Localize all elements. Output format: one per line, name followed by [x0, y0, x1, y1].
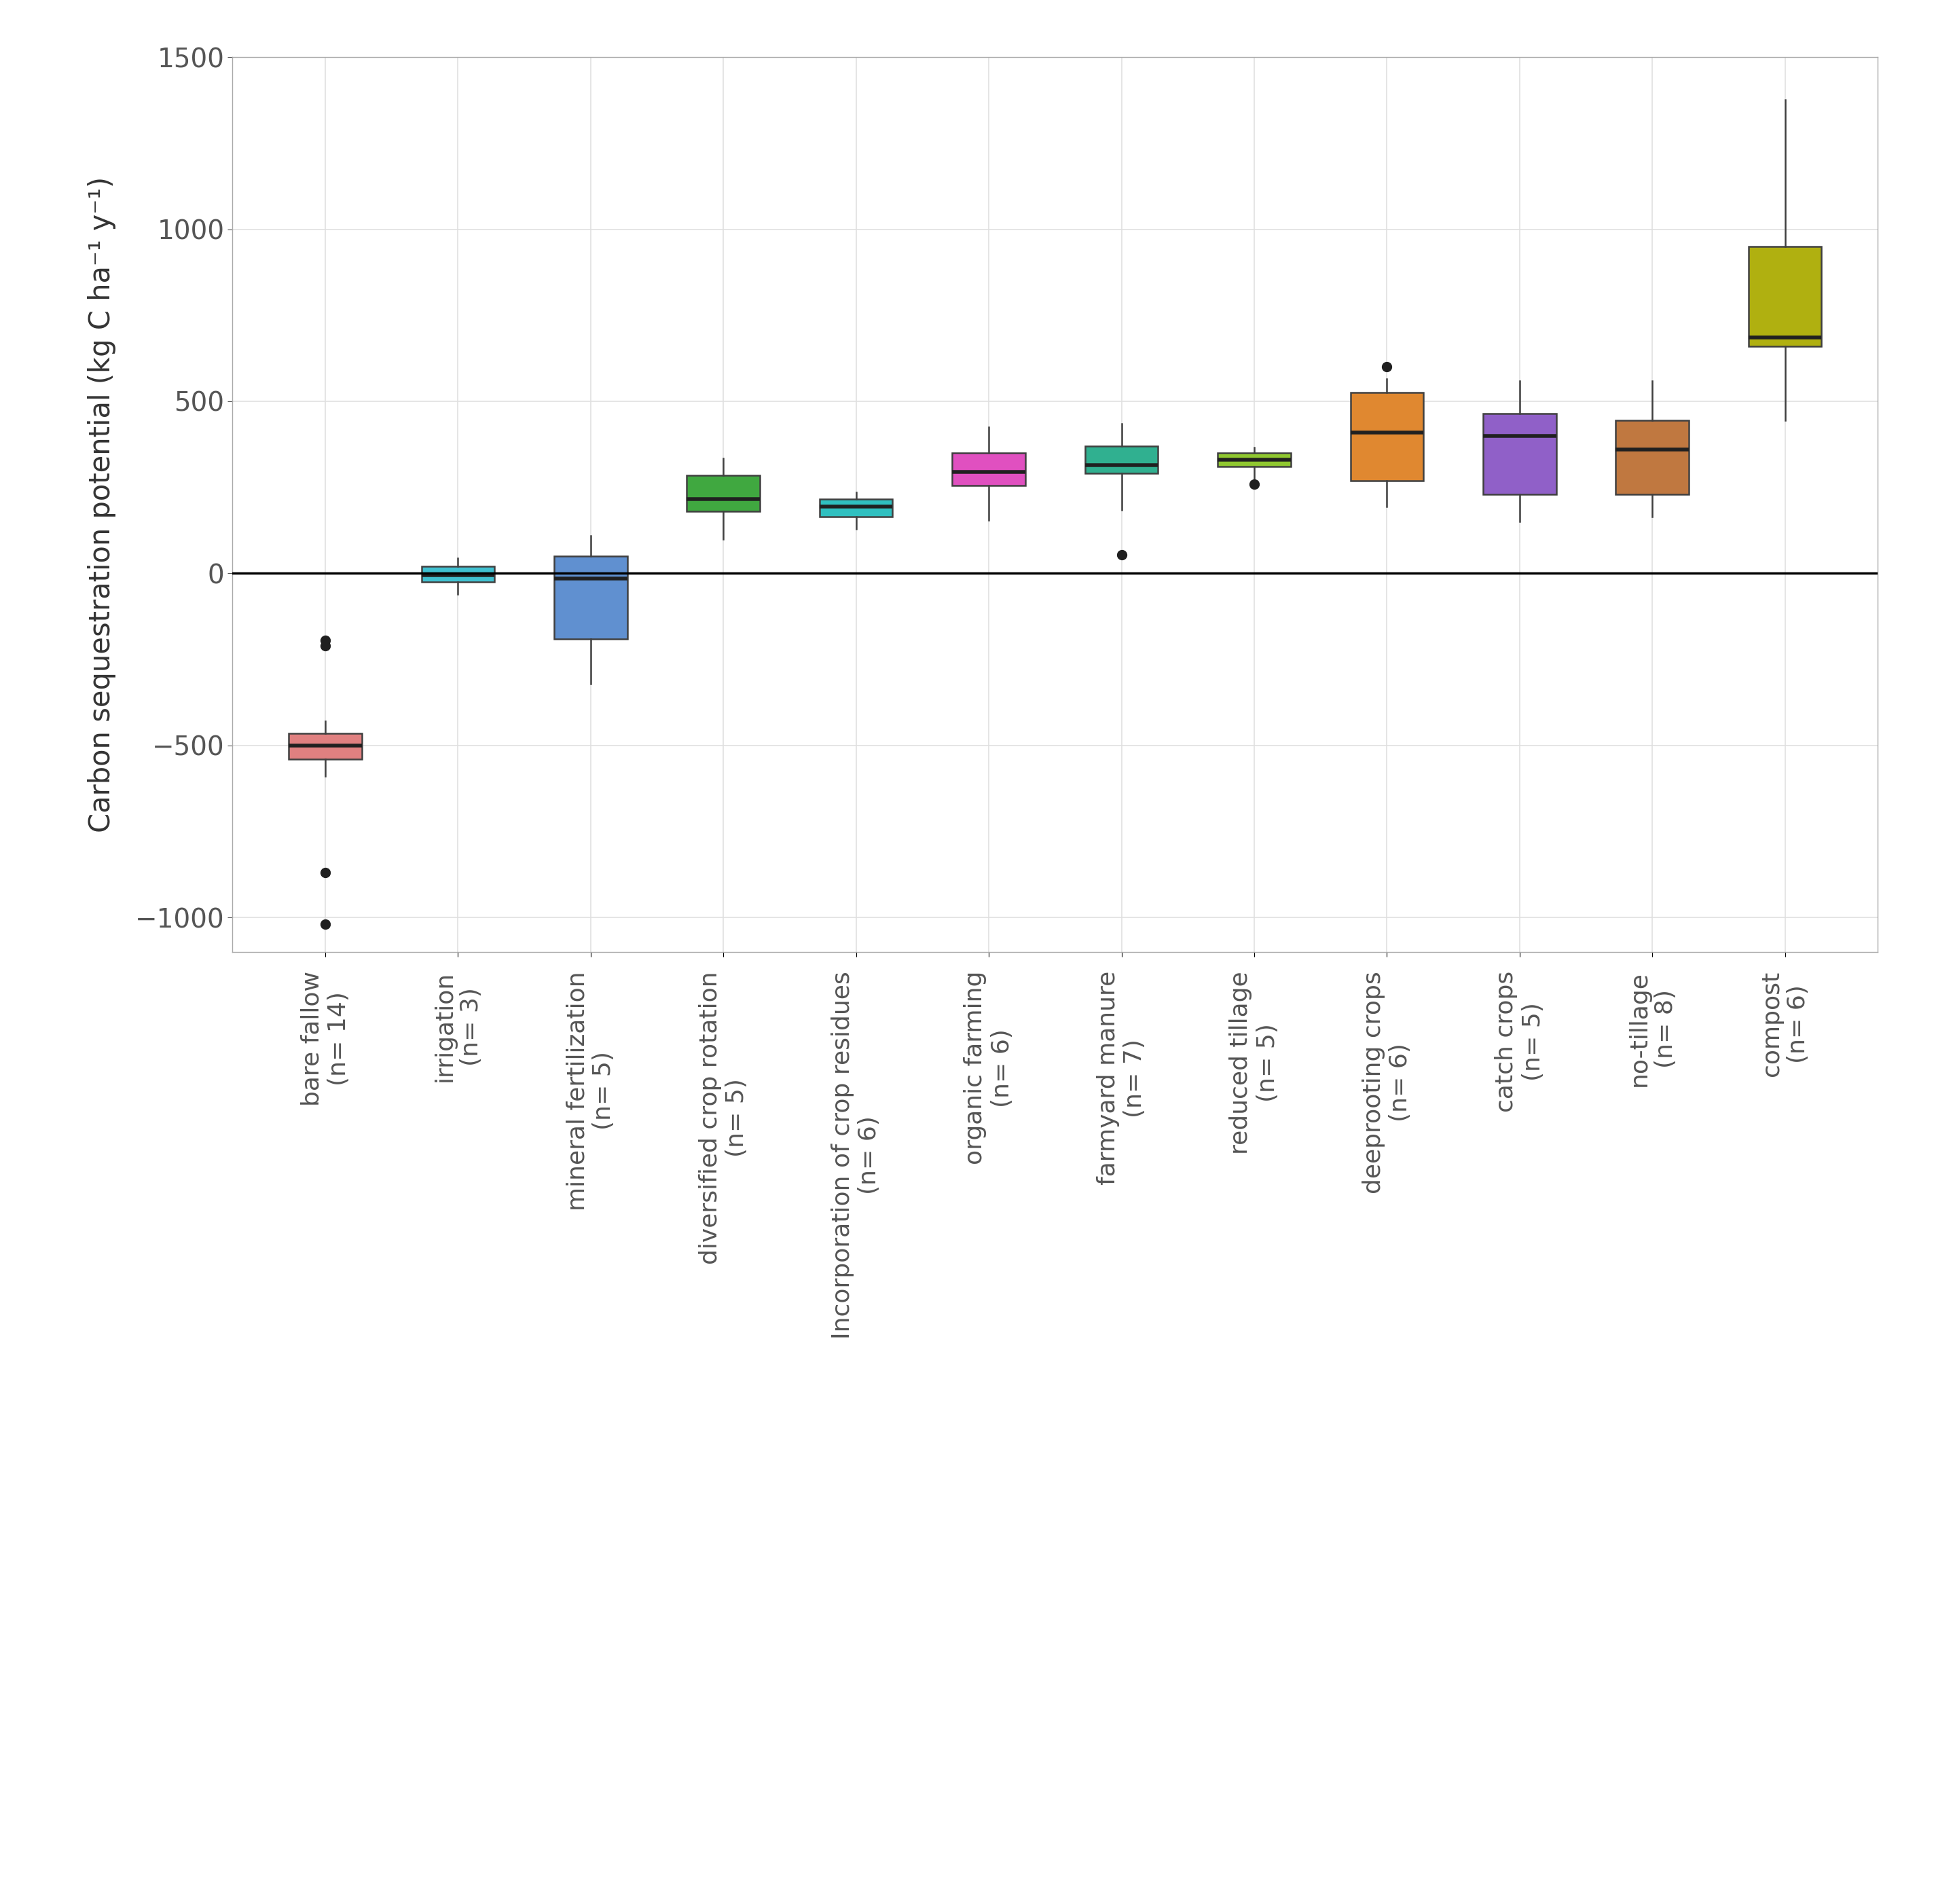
Bar	[1748, 246, 1822, 347]
Text: mineral fertilization
(n= 5): mineral fertilization (n= 5)	[565, 971, 616, 1211]
Bar	[1084, 446, 1158, 474]
Text: no-tillage
(n= 8): no-tillage (n= 8)	[1628, 971, 1677, 1087]
Text: irrigation
(n= 3): irrigation (n= 3)	[434, 971, 482, 1081]
Text: diversified crop rotation
(n= 5): diversified crop rotation (n= 5)	[699, 971, 749, 1264]
Text: bare fallow
(n= 14): bare fallow (n= 14)	[300, 971, 350, 1106]
Text: farmyard manure
(n= 7): farmyard manure (n= 7)	[1096, 971, 1146, 1184]
Bar	[554, 556, 627, 640]
Bar	[953, 453, 1026, 486]
Text: Incorporation of crop residues
(n= 6): Incorporation of crop residues (n= 6)	[831, 971, 881, 1339]
Bar	[1351, 392, 1423, 480]
Text: compost
(n= 6): compost (n= 6)	[1760, 971, 1810, 1076]
Bar	[819, 499, 892, 516]
Bar	[1617, 421, 1688, 495]
Text: deeprooting crops
(n= 6): deeprooting crops (n= 6)	[1361, 971, 1411, 1194]
Bar	[687, 476, 759, 512]
Bar	[1483, 413, 1557, 495]
Bar	[288, 733, 362, 760]
Y-axis label: Carbon sequestration potential (kg C ha⁻¹ y⁻¹): Carbon sequestration potential (kg C ha⁻…	[87, 177, 116, 832]
Bar	[422, 567, 494, 583]
Text: catch crops
(n= 5): catch crops (n= 5)	[1495, 971, 1545, 1112]
Text: organic farming
(n= 6): organic farming (n= 6)	[964, 971, 1014, 1165]
Text: reduced tillage
(n= 5): reduced tillage (n= 5)	[1229, 971, 1280, 1154]
Bar	[1218, 453, 1291, 466]
